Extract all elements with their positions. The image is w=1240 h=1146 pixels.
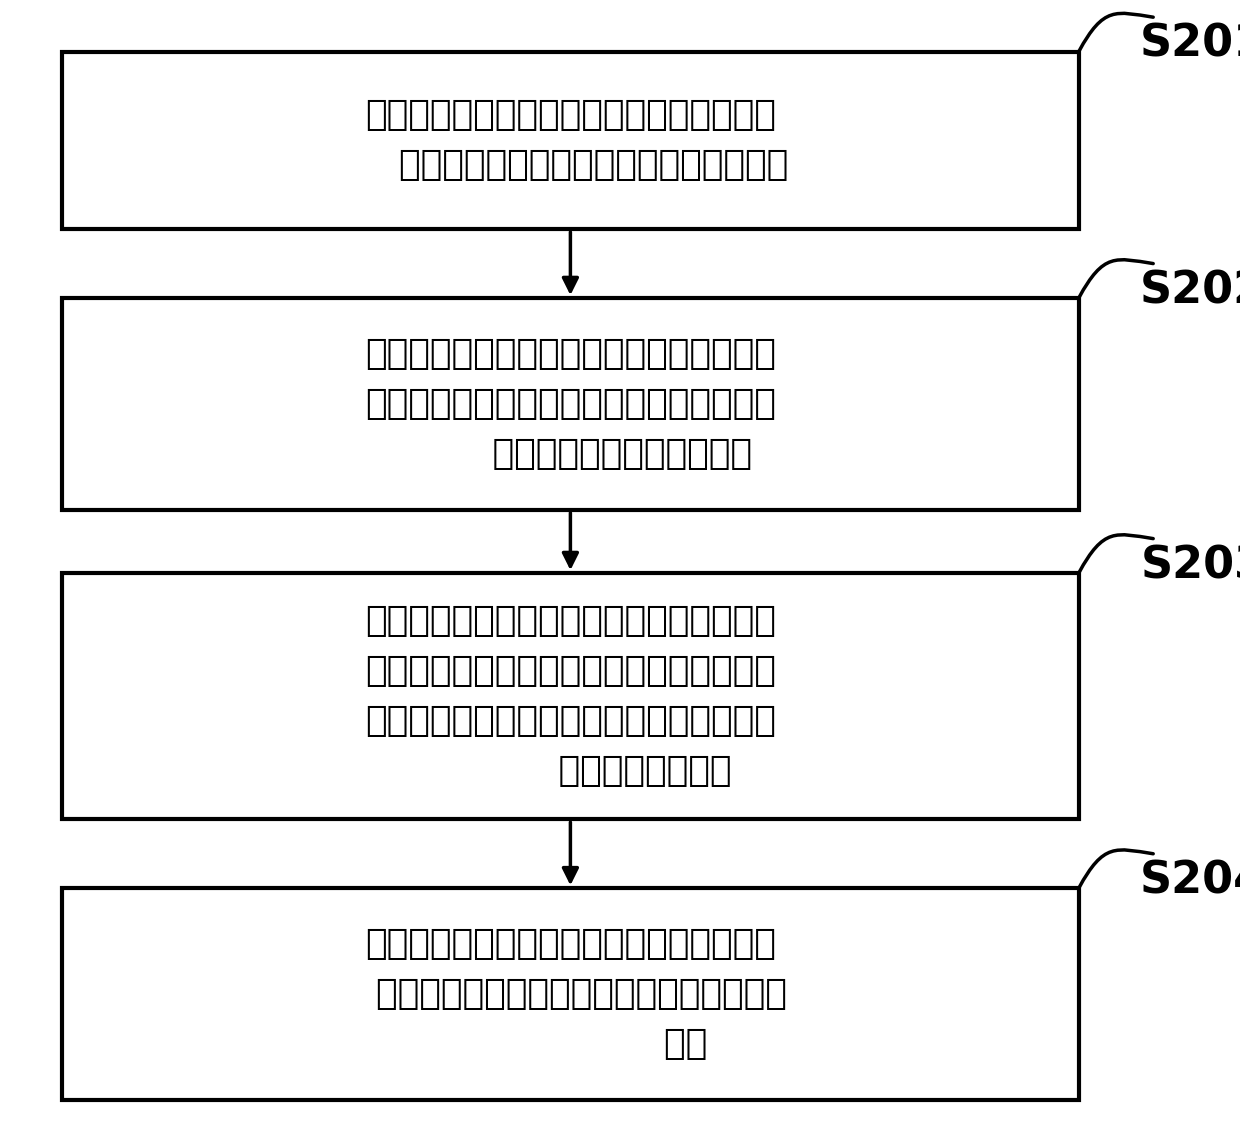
Bar xyxy=(62,573,1079,819)
Text: 根据预设阈值对所述天线背瓣视场内的陆地
  比重进行判断，确定适于冷空外定标的预选
                    区域: 根据预设阈值对所述天线背瓣视场内的陆地 比重进行判断，确定适于冷空外定标的预选 … xyxy=(353,927,787,1061)
Text: S202: S202 xyxy=(1141,269,1240,313)
Bar xyxy=(62,298,1079,510)
Text: 根据预设网格化地球陆地掩膜数据确定所述
地面定位位置对应的呈现状态；其中，所述
         呈现状态包括：陆地和海洋: 根据预设网格化地球陆地掩膜数据确定所述 地面定位位置对应的呈现状态；其中，所述 … xyxy=(365,337,776,471)
Text: S204: S204 xyxy=(1141,860,1240,903)
Text: S201: S201 xyxy=(1141,23,1240,66)
Text: 根据所述星载盐度计的天线对应的天线方向
图对所述地面定位位置的陆地呈现状态进行
积分计算，得到所述星载盐度计的天线背瓣
             视场内的陆地比: 根据所述星载盐度计的天线对应的天线方向 图对所述地面定位位置的陆地呈现状态进行 … xyxy=(365,604,776,788)
Bar xyxy=(62,52,1079,229)
Bar xyxy=(62,888,1079,1100)
Text: 根据卫星轨道参数和卫星姿态参数，计算所
    述星载盐度计的天线指向的地面定位位置: 根据卫星轨道参数和卫星姿态参数，计算所 述星载盐度计的天线指向的地面定位位置 xyxy=(352,99,789,182)
Text: S203: S203 xyxy=(1141,544,1240,588)
